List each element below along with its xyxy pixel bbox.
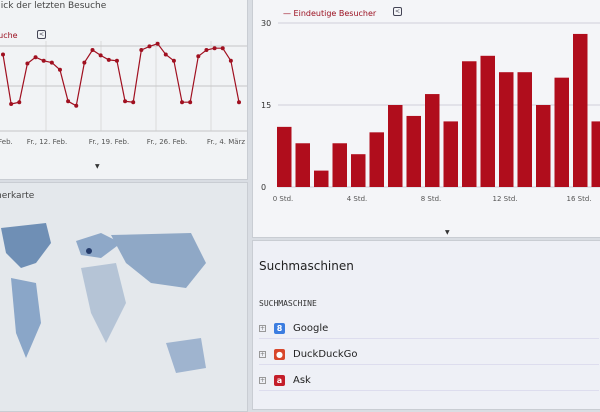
search-engine-name: DuckDuckGo bbox=[293, 349, 358, 360]
duckduckgo-icon: ● bbox=[274, 349, 285, 360]
world-map[interactable] bbox=[0, 183, 248, 412]
bar bbox=[555, 78, 570, 187]
visits-point bbox=[42, 59, 46, 63]
x-tick-label: 0 Std. bbox=[273, 195, 294, 203]
column-header-search-engine[interactable]: SUCHMASCHINE bbox=[259, 299, 317, 308]
visits-line-chart: 5. Feb. Fr., 12. Feb. Fr., 19. Feb. Fr., 26… bbox=[0, 0, 248, 180]
visits-point bbox=[66, 99, 70, 103]
bar bbox=[296, 143, 311, 187]
visits-point bbox=[123, 99, 127, 103]
search-engine-row[interactable]: + ● DuckDuckGo bbox=[259, 345, 599, 365]
x-tick-label: Fr., 19. Feb. bbox=[89, 138, 129, 146]
visits-point bbox=[180, 100, 184, 104]
search-engine-row[interactable]: + a Ask bbox=[259, 371, 599, 391]
visitor-map-panel: Besucherkarte bbox=[0, 182, 248, 412]
bar bbox=[481, 56, 496, 187]
visits-point bbox=[115, 59, 119, 63]
bar bbox=[518, 72, 533, 187]
google-icon: 8 bbox=[274, 323, 285, 334]
expand-icon[interactable]: + bbox=[259, 351, 266, 358]
visits-point bbox=[99, 53, 103, 57]
visits-point bbox=[131, 100, 135, 104]
search-engines-title: Suchmaschinen bbox=[259, 259, 354, 273]
bar bbox=[536, 105, 551, 187]
visits-point bbox=[172, 59, 176, 63]
x-tick-label: 8 Std. bbox=[421, 195, 442, 203]
x-tick-label: 5. Feb. bbox=[0, 138, 13, 146]
search-engine-name: Google bbox=[293, 323, 328, 334]
hourly-bar-chart: 0 15 30 0 Std. 4 Std. 8 Std. 12 Std. 16 Std. bbox=[253, 0, 600, 238]
bar bbox=[351, 154, 366, 187]
collapse-caret-icon[interactable]: ▼ bbox=[95, 163, 100, 170]
visits-point bbox=[1, 53, 5, 57]
x-tick-label: 12 Std. bbox=[493, 195, 518, 203]
y-tick-label: 0 bbox=[261, 183, 266, 192]
visits-point bbox=[229, 59, 233, 63]
visits-point bbox=[237, 100, 241, 104]
visits-point bbox=[9, 102, 13, 106]
bar bbox=[333, 143, 348, 187]
visits-point bbox=[91, 48, 95, 52]
visits-overview-panel: Überblick der letzten Besuche — Besuche … bbox=[0, 0, 248, 180]
collapse-caret-icon[interactable]: ▼ bbox=[445, 229, 450, 236]
search-engine-name: Ask bbox=[293, 375, 311, 386]
x-tick-label: Fr., 26. Feb. bbox=[147, 138, 187, 146]
visits-point bbox=[196, 54, 200, 58]
bar bbox=[499, 72, 514, 187]
expand-icon[interactable]: + bbox=[259, 377, 266, 384]
visits-point bbox=[58, 68, 62, 72]
bar bbox=[462, 61, 477, 187]
x-tick-label: 16 Std. bbox=[567, 195, 592, 203]
ask-icon: a bbox=[274, 375, 285, 386]
visits-point bbox=[17, 100, 21, 104]
visits-point bbox=[74, 104, 78, 108]
bar bbox=[388, 105, 403, 187]
visits-point bbox=[156, 42, 160, 46]
bar bbox=[407, 116, 422, 187]
bar bbox=[573, 34, 588, 187]
bar bbox=[425, 94, 440, 187]
x-tick-label: Fr., 4. März bbox=[207, 138, 246, 146]
visits-point bbox=[107, 58, 111, 62]
visits-point bbox=[221, 46, 225, 50]
visits-point bbox=[213, 46, 217, 50]
visits-point bbox=[204, 48, 208, 52]
bar bbox=[277, 127, 292, 187]
visits-line bbox=[3, 44, 239, 106]
visits-point bbox=[50, 61, 54, 65]
bar bbox=[314, 171, 329, 187]
y-tick-label: 15 bbox=[261, 101, 271, 110]
bar bbox=[444, 121, 459, 187]
x-tick-label: 4 Std. bbox=[347, 195, 368, 203]
search-engines-panel: Suchmaschinen SUCHMASCHINE +8 Google + ● Duc… bbox=[252, 240, 600, 410]
visits-point bbox=[34, 55, 38, 59]
visits-point bbox=[188, 100, 192, 104]
expand-icon[interactable]: + bbox=[259, 325, 266, 332]
x-tick-label: Fr., 12. Feb. bbox=[27, 138, 67, 146]
visits-point bbox=[164, 53, 168, 57]
visits-point bbox=[147, 44, 151, 48]
bar bbox=[592, 121, 600, 187]
y-tick-label: 30 bbox=[261, 19, 271, 28]
search-engine-row[interactable]: +8 Google bbox=[259, 319, 599, 339]
visits-point bbox=[139, 48, 143, 52]
visits-point bbox=[82, 61, 86, 65]
visits-point bbox=[25, 62, 29, 66]
bar bbox=[370, 132, 385, 187]
